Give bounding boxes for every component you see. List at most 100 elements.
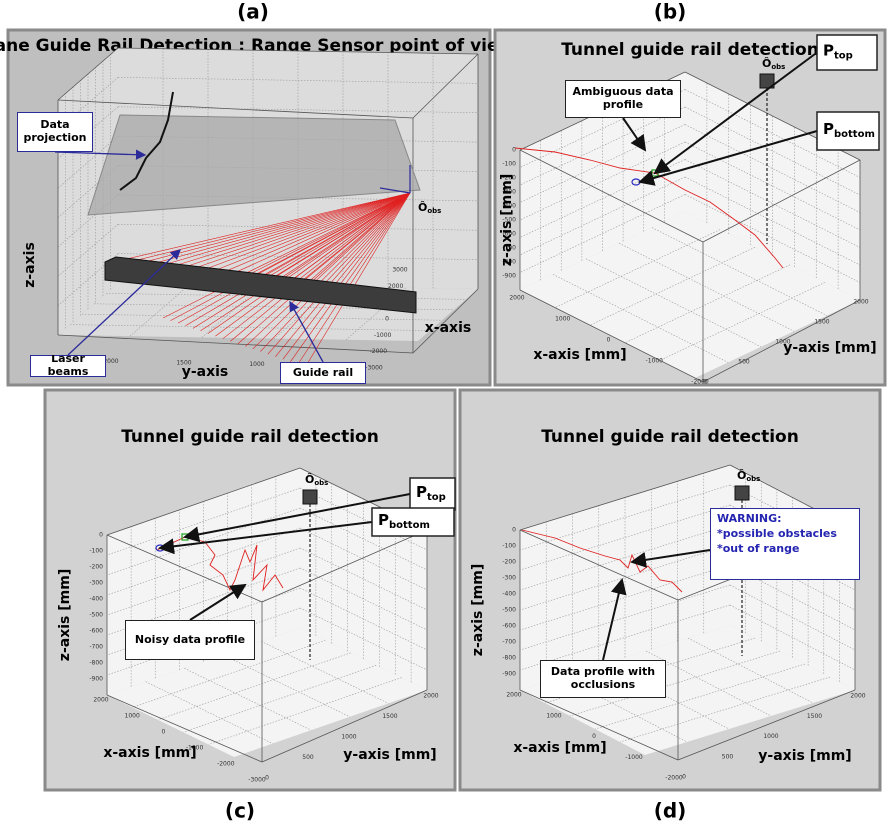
point-main: P	[416, 483, 427, 501]
x-tick-label: 1000	[555, 316, 570, 323]
callout: Guide rail	[280, 362, 366, 384]
y-tick-label: 500	[738, 359, 750, 366]
y-tick-label: 2000	[853, 299, 868, 306]
y-tick-label: 0	[682, 774, 686, 781]
z-tick-label: -500	[502, 607, 516, 614]
z-axis-label: z-axis [mm]	[57, 569, 73, 661]
x-tick-label: -1000	[625, 754, 643, 761]
z-tick-label: -800	[502, 655, 516, 662]
point-sub: bottom	[834, 129, 875, 140]
observer-sub: obs	[771, 63, 785, 71]
callout: Data projection	[17, 112, 93, 152]
callout: Ambiguous data profile	[565, 80, 681, 118]
z-tick-label: -100	[502, 543, 516, 550]
observer-marker	[735, 486, 749, 500]
panel-caption: (b)	[654, 0, 687, 24]
callout-text: Data projection	[17, 112, 93, 152]
callout-text: Noisy data profile	[125, 620, 255, 660]
callout-text: Laser beams	[30, 355, 106, 377]
y-axis-label: y-axis [mm]	[758, 748, 851, 764]
panel-caption: (d)	[654, 799, 687, 823]
y-axis-label: y-axis	[182, 364, 229, 380]
y-tick-label: 2000	[850, 693, 865, 700]
z-tick-label: 0	[99, 532, 103, 539]
panel: (d)Tunnel guide rail detection0-100-200-…	[460, 390, 880, 823]
point-main: P	[823, 41, 834, 59]
observer-sub: obs	[746, 475, 760, 483]
x-tick-label: -3000	[248, 777, 266, 784]
z-tick-label: -400	[502, 591, 516, 598]
y-tick-label: 1000	[341, 734, 356, 741]
y-tick-label: 500	[302, 754, 314, 761]
x-tick-label: 3000	[392, 267, 407, 274]
y-tick-label: 0	[265, 775, 269, 782]
panel-title: Tunnel guide rail detection	[541, 427, 799, 447]
z-tick-label: -900	[502, 273, 516, 280]
x-tick-label: -3000	[365, 365, 383, 372]
z-tick-label: -300	[89, 580, 103, 587]
warning-box: WARNING:*possible obstacles*out of range	[710, 508, 860, 580]
callout-text: Data profile with occlusions	[540, 660, 666, 698]
x-axis-label: x-axis [mm]	[513, 740, 606, 756]
panel: (b)Tunnel guide rail detection0-100-200-…	[495, 0, 885, 386]
panel: (a)Lane Guide Rail Detection : Range Sen…	[0, 0, 515, 385]
x-tick-label: 0	[385, 316, 389, 323]
x-tick-label: 1000	[546, 712, 561, 719]
x-axis-label: x-axis	[425, 320, 471, 336]
z-tick-label: -500	[89, 612, 103, 619]
panel-caption: (c)	[225, 799, 255, 823]
warning-line: *out of range	[717, 542, 853, 557]
observer-main: Ô	[418, 201, 427, 214]
z-axis-label: z-axis [mm]	[499, 174, 515, 266]
callout: Laser beams	[30, 355, 106, 377]
x-tick-label: 0	[592, 733, 596, 740]
x-tick-label: 0	[607, 337, 611, 344]
x-tick-label: 2000	[509, 295, 524, 302]
panel-title: Tunnel guide rail detection	[121, 427, 379, 447]
warning: WARNING:*possible obstacles*out of range	[710, 508, 860, 580]
z-tick-label: 0	[512, 147, 516, 154]
y-axis-label: y-axis [mm]	[783, 340, 876, 356]
observer-main: Ô	[762, 57, 771, 70]
z-tick-label: -100	[502, 161, 516, 168]
z-tick-label: -900	[502, 671, 516, 678]
x-tick-label: 1000	[125, 713, 140, 720]
x-tick-label: -1000	[646, 358, 664, 365]
callout: Data profile with occlusions	[540, 660, 666, 698]
y-tick-label: 500	[722, 753, 734, 760]
y-tick-label: 1000	[763, 733, 778, 740]
z-tick-label: 0	[512, 527, 516, 534]
y-tick-label: 1500	[814, 319, 829, 326]
point-sub: top	[427, 492, 446, 503]
panel-title: Tunnel guide rail detection	[561, 40, 819, 60]
y-tick-label: 1000	[249, 361, 264, 368]
z-axis-label: z-axis	[22, 242, 38, 288]
y-tick-label: 0	[703, 379, 707, 386]
x-tick-label: -2000	[665, 775, 683, 782]
z-tick-label: -800	[89, 660, 103, 667]
point-main: P	[378, 511, 389, 529]
y-axis-label: y-axis [mm]	[343, 747, 436, 763]
z-tick-label: -700	[89, 644, 103, 651]
z-tick-label: -600	[502, 623, 516, 630]
callout-text: Guide rail	[280, 362, 366, 384]
point-main: P	[823, 120, 834, 138]
z-axis-label: z-axis [mm]	[470, 564, 486, 656]
y-tick-label: 1500	[382, 713, 397, 720]
x-tick-label: 0	[161, 729, 165, 736]
callout-text: Ambiguous data profile	[565, 80, 681, 118]
x-tick-label: 2000	[506, 692, 521, 699]
panel-caption: (a)	[237, 0, 269, 24]
warning-line: *possible obstacles	[717, 527, 853, 542]
point-sub: top	[834, 51, 853, 62]
z-tick-label: -100	[89, 548, 103, 555]
z-tick-label: -200	[89, 564, 103, 571]
z-tick-label: -900	[89, 676, 103, 683]
z-tick-label: -600	[89, 628, 103, 635]
y-tick-label: 1500	[807, 713, 822, 720]
observer-sub: obs	[314, 479, 328, 487]
x-tick-label: 2000	[93, 697, 108, 704]
page: {"figure": {"panels": [ {"caption": "(a)…	[0, 0, 891, 829]
x-axis-label: x-axis [mm]	[533, 347, 626, 363]
observer-sub: obs	[427, 207, 441, 215]
